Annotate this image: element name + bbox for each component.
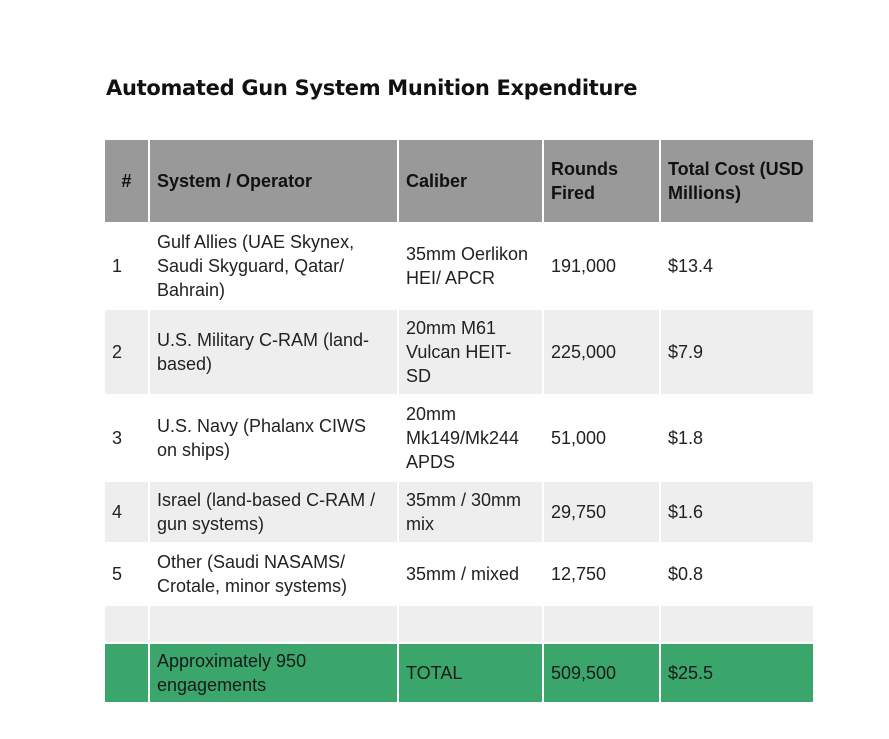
row-rounds: 225,000 — [542, 308, 661, 396]
row-system: Gulf Allies (UAE Skynex, Saudi Skyguard,… — [148, 222, 399, 310]
total-cost: $25.5 — [659, 642, 815, 704]
row-cost: $7.9 — [659, 308, 815, 396]
row-caliber: 20mm M61 Vulcan HEIT-SD — [397, 308, 544, 396]
row-cost: $1.8 — [659, 394, 815, 482]
blank-cell — [103, 604, 150, 644]
row-rounds: 51,000 — [542, 394, 661, 482]
row-rounds: 29,750 — [542, 480, 661, 544]
row-system: U.S. Navy (Phalanx CIWS on ships) — [148, 394, 399, 482]
table-row: 5 Other (Saudi NASAMS/ Crotale, minor sy… — [103, 542, 815, 606]
column-header-cost: Total Cost (USD Millions) — [659, 138, 815, 224]
munition-table: # System / Operator Caliber Rounds Fired… — [103, 138, 815, 704]
blank-cell — [659, 604, 815, 644]
column-header-number: # — [103, 138, 150, 224]
table-header-row: # System / Operator Caliber Rounds Fired… — [103, 138, 815, 224]
row-number: 5 — [103, 542, 150, 606]
row-number: 4 — [103, 480, 150, 544]
total-label: TOTAL — [397, 642, 544, 704]
row-caliber: 35mm Oerlikon HEI/ APCR — [397, 222, 544, 310]
row-caliber: 20mm Mk149/Mk244 APDS — [397, 394, 544, 482]
row-caliber: 35mm / 30mm mix — [397, 480, 544, 544]
row-rounds: 191,000 — [542, 222, 661, 310]
total-engagements: Approximately 950 engagements — [148, 642, 399, 704]
table-row: 3 U.S. Navy (Phalanx CIWS on ships) 20mm… — [103, 394, 815, 482]
table-row: 2 U.S. Military C-RAM (land-based) 20mm … — [103, 308, 815, 396]
blank-cell — [542, 604, 661, 644]
row-number: 1 — [103, 222, 150, 310]
blank-cell — [148, 604, 399, 644]
row-system: Israel (land-based C-RAM / gun systems) — [148, 480, 399, 544]
row-cost: $0.8 — [659, 542, 815, 606]
row-number: 3 — [103, 394, 150, 482]
blank-row — [103, 604, 815, 644]
total-rounds: 509,500 — [542, 642, 661, 704]
row-cost: $1.6 — [659, 480, 815, 544]
total-row: Approximately 950 engagements TOTAL 509,… — [103, 642, 815, 704]
row-system: U.S. Military C-RAM (land-based) — [148, 308, 399, 396]
blank-cell — [397, 604, 544, 644]
row-system: Other (Saudi NASAMS/ Crotale, minor syst… — [148, 542, 399, 606]
row-number: 2 — [103, 308, 150, 396]
table-row: 4 Israel (land-based C-RAM / gun systems… — [103, 480, 815, 544]
row-cost: $13.4 — [659, 222, 815, 310]
column-header-system: System / Operator — [148, 138, 399, 224]
page-title: Automated Gun System Munition Expenditur… — [106, 76, 638, 100]
table-row: 1 Gulf Allies (UAE Skynex, Saudi Skyguar… — [103, 222, 815, 310]
total-number — [103, 642, 150, 704]
row-caliber: 35mm / mixed — [397, 542, 544, 606]
column-header-caliber: Caliber — [397, 138, 544, 224]
row-rounds: 12,750 — [542, 542, 661, 606]
column-header-rounds: Rounds Fired — [542, 138, 661, 224]
